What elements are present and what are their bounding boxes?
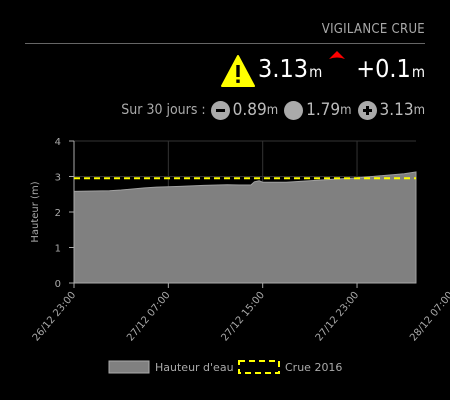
current-level-unit: m bbox=[309, 63, 323, 81]
y-tick-label: 4 bbox=[55, 137, 61, 148]
stat-avg-unit: m bbox=[340, 102, 352, 118]
trend-unit: m bbox=[411, 63, 425, 81]
minus-circle-icon bbox=[210, 100, 230, 120]
x-tick-label: 27/12 07:00 bbox=[125, 290, 173, 344]
y-tick-label: 3 bbox=[55, 173, 61, 184]
current-level-row: 3.13 m +0.1 m bbox=[220, 51, 425, 88]
y-tick-label: 0 bbox=[55, 279, 61, 290]
x-tick-label: 26/12 23:00 bbox=[31, 290, 79, 344]
arrow-up-icon bbox=[329, 51, 346, 59]
legend-label-crue: Crue 2016 bbox=[285, 361, 342, 374]
legend-swatch-crue bbox=[238, 360, 280, 374]
stat-min-unit: m bbox=[266, 102, 279, 118]
stats-30-days: Sur 30 jours : 0.89 m 1.79 m 3.13 m bbox=[121, 100, 425, 120]
stat-avg-value: 1.79 bbox=[306, 100, 341, 120]
plus-circle-icon bbox=[357, 100, 377, 120]
stat-max-unit: m bbox=[413, 102, 425, 118]
y-tick-label: 2 bbox=[55, 208, 61, 219]
current-level-value: 3.13 bbox=[258, 54, 309, 83]
trend-value: +0.1 bbox=[356, 54, 411, 83]
x-tick-label: 28/12 07:00 bbox=[408, 290, 450, 344]
warning-triangle-icon bbox=[221, 55, 256, 87]
stat-max-value: 3.13 bbox=[379, 100, 414, 120]
header-divider bbox=[25, 43, 425, 44]
stat-min-value: 0.89 bbox=[232, 100, 267, 120]
legend-label-area: Hauteur d'eau bbox=[155, 361, 234, 374]
x-tick-label: 27/12 15:00 bbox=[219, 290, 267, 344]
x-tick-label: 27/12 23:00 bbox=[314, 290, 362, 344]
water-level-area bbox=[73, 171, 417, 284]
y-tick-label: 1 bbox=[55, 244, 61, 255]
module-title: VIGILANCE CRUE bbox=[321, 22, 425, 37]
stats-label: Sur 30 jours : bbox=[121, 102, 206, 118]
y-axis-label: Hauteur (m) bbox=[30, 181, 41, 242]
circle-icon bbox=[284, 100, 304, 120]
legend-swatch-area bbox=[108, 360, 150, 374]
